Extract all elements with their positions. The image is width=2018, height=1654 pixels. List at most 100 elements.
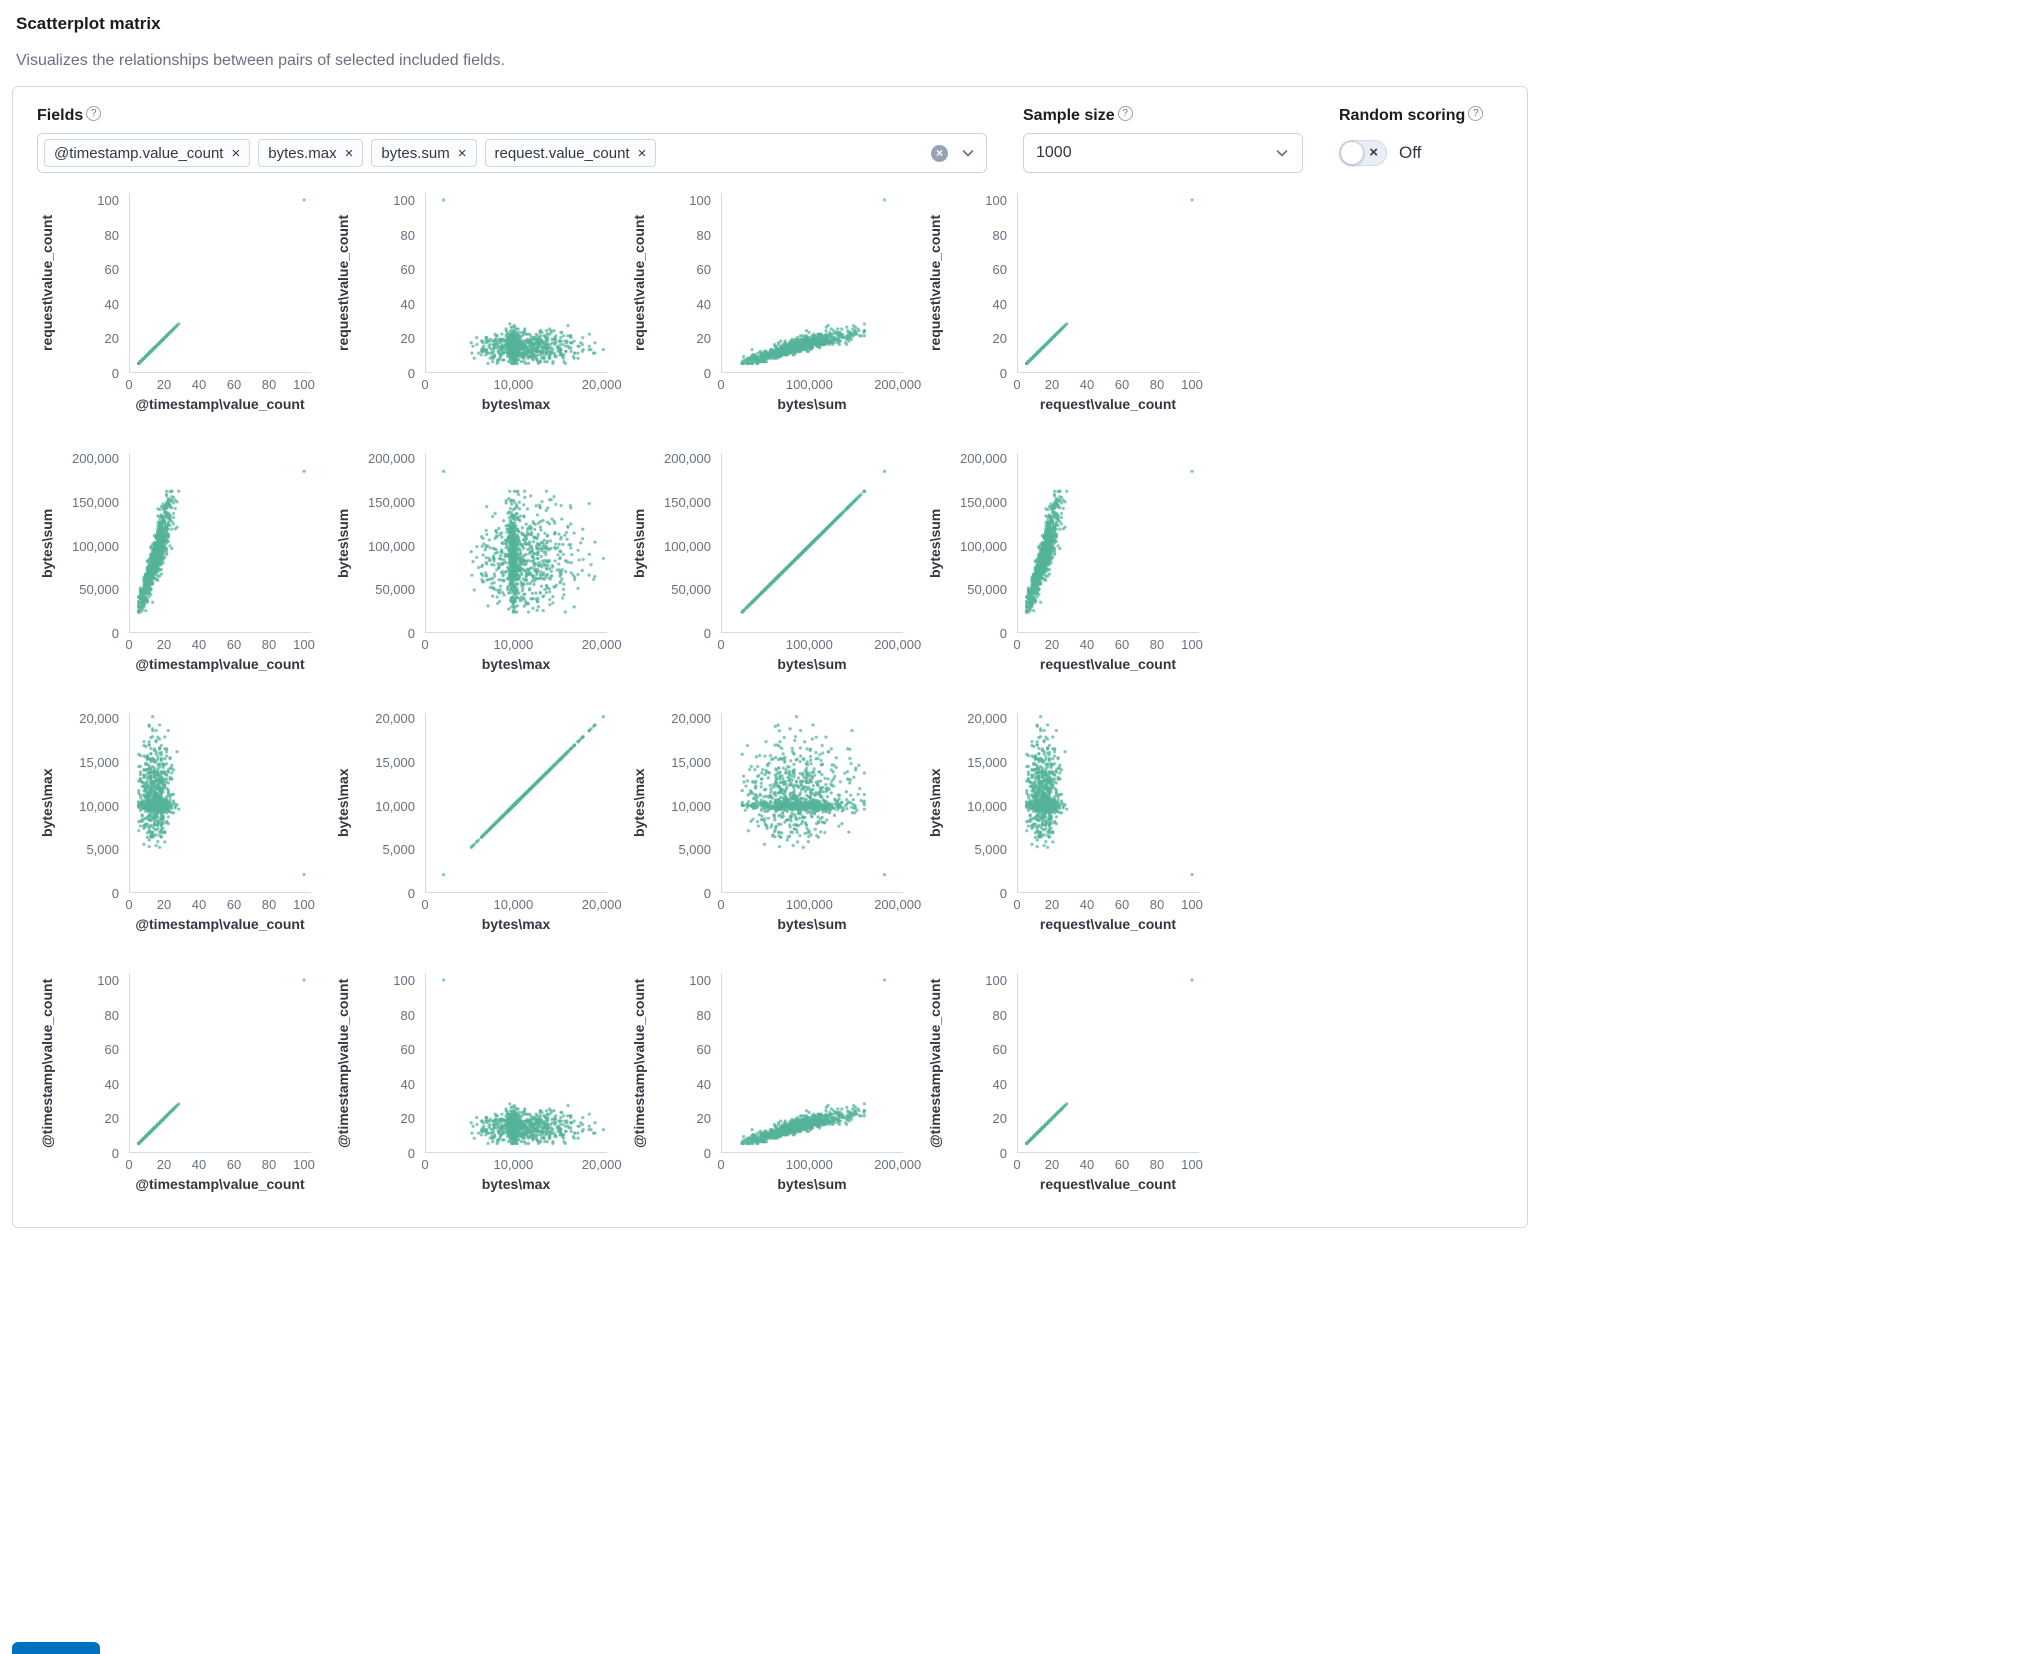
axis-tick-label: 5,000 (678, 842, 711, 858)
x-axis-tick-labels: 0 10,000 20,000 (421, 373, 621, 392)
scatter-cell: request\value_count 0 20 40 60 80 100 0 100,000 2… (629, 193, 921, 417)
fields-help-icon[interactable]: ? (86, 106, 102, 121)
x-axis-tick-labels: 0 20 40 60 80 100 (125, 893, 314, 912)
field-pill[interactable]: bytes.max × (258, 139, 364, 167)
axis-tick-label: 200,000 (72, 451, 119, 467)
scatter-plot[interactable] (425, 713, 607, 893)
axis-tick-label: 0 (407, 366, 415, 381)
axis-tick-label: 60 (992, 1042, 1007, 1058)
axis-tick-label: 0 (717, 897, 725, 912)
scatter-plot[interactable] (425, 453, 607, 633)
axis-tick-label: 20 (104, 1111, 119, 1127)
scatter-cell: bytes\max 0 5,000 10,000 15,000 20,000 0 20 40 60… (37, 711, 315, 937)
y-axis-tick-labels: 0 50,000 100,000 150,000 200,000 (945, 451, 1017, 641)
random-scoring-toggle[interactable]: × (1339, 140, 1387, 166)
y-axis-title: @timestamp\value_count (631, 978, 647, 1148)
random-scoring-help-icon[interactable]: ? (1468, 106, 1484, 121)
axis-tick-label: 40 (1079, 377, 1095, 392)
clear-all-icon[interactable]: × (931, 144, 948, 162)
scatter-plot[interactable] (1017, 453, 1199, 633)
y-axis-title: request\value_count (631, 214, 647, 352)
scatter-plot[interactable] (721, 193, 903, 373)
scatter-plot[interactable] (1017, 973, 1199, 1153)
field-pill[interactable]: @timestamp.value_count × (44, 139, 251, 167)
axis-tick-label: 20 (1044, 377, 1060, 392)
y-axis-tick-labels: 0 20 40 60 80 100 (353, 193, 425, 381)
axis-tick-label: 0 (125, 897, 133, 912)
remove-field-button[interactable]: × (344, 144, 354, 162)
axis-tick-label: 100 (293, 897, 315, 912)
scatter-plot[interactable] (1017, 713, 1199, 893)
axis-tick-label: 200,000 (874, 377, 922, 392)
scatter-plot[interactable] (129, 973, 311, 1153)
axis-tick-label: 10,000 (493, 1157, 534, 1172)
field-pill[interactable]: request.value_count × (484, 139, 657, 167)
chevron-down-icon[interactable] (960, 145, 976, 161)
scatter-cell: @timestamp\value_count 0 20 40 60 80 100 0 20 40 6… (37, 973, 315, 1197)
scatter-plot[interactable] (721, 973, 903, 1153)
x-axis-tick-labels: 0 100,000 200,000 (717, 1153, 921, 1172)
x-axis-title: @timestamp\value_count (135, 1176, 305, 1192)
axis-tick-label: 0 (1013, 377, 1021, 392)
scatter-plot[interactable] (721, 453, 903, 633)
axis-tick-label: 60 (104, 1042, 119, 1058)
scatter-plot[interactable] (425, 193, 607, 373)
primary-button-partial[interactable] (12, 1642, 100, 1654)
axis-tick-label: 80 (1149, 377, 1165, 392)
random-scoring-label: Random scoring ? (1339, 106, 1484, 125)
y-axis-title: request\value_count (927, 214, 943, 352)
sample-size-select[interactable]: 1000 (1023, 133, 1303, 173)
y-axis-title: bytes\sum (39, 508, 55, 578)
axis-tick-label: 200,000 (874, 637, 922, 652)
axis-tick-label: 0 (1013, 1157, 1021, 1172)
controls-bar: Fields ? @timestamp.value_count × bytes.ma… (37, 106, 1503, 173)
axis-tick-label: 100 (393, 972, 415, 988)
x-axis-tick-labels: 0 10,000 20,000 (421, 633, 621, 652)
page-title: Scatterplot matrix (16, 14, 161, 33)
axis-tick-label: 0 (999, 1146, 1007, 1161)
page: Scatterplot matrix Visualizes the relati… (12, 14, 1528, 1228)
scatter-plot[interactable] (129, 193, 311, 373)
axis-tick-label: 40 (1079, 897, 1095, 912)
sample-size-help-icon[interactable]: ? (1117, 106, 1133, 121)
axis-tick-label: 40 (400, 1076, 415, 1092)
axis-tick-label: 80 (400, 227, 415, 243)
axis-tick-label: 20,000 (375, 711, 415, 727)
axis-tick-label: 80 (992, 1007, 1007, 1023)
fields-label: Fields ? (37, 106, 987, 125)
axis-tick-label: 10,000 (375, 798, 415, 814)
y-axis-title: bytes\max (335, 768, 351, 838)
field-pill-label: request.value_count (494, 144, 630, 162)
remove-field-button[interactable]: × (231, 144, 241, 162)
axis-tick-label: 40 (104, 1076, 119, 1092)
axis-tick-label: 0 (421, 1157, 429, 1172)
axis-tick-label: 50,000 (79, 582, 119, 598)
axis-tick-label: 40 (1079, 637, 1095, 652)
axis-tick-label: 100,000 (960, 538, 1007, 554)
scatter-plot[interactable] (129, 453, 311, 633)
x-axis-title: bytes\max (481, 396, 551, 412)
remove-field-button[interactable]: × (457, 144, 467, 162)
axis-tick-label: 80 (992, 227, 1007, 243)
axis-tick-label: 60 (226, 637, 242, 652)
x-axis-tick-labels: 0 20 40 60 80 100 (1013, 893, 1202, 912)
remove-field-button[interactable]: × (637, 144, 647, 162)
axis-tick-label: 0 (703, 626, 711, 641)
fields-combobox[interactable]: @timestamp.value_count × bytes.max × bytes.s… (37, 133, 987, 173)
scatter-plot[interactable] (425, 973, 607, 1153)
axis-tick-label: 40 (191, 1157, 207, 1172)
axis-tick-label: 0 (703, 366, 711, 381)
axis-tick-label: 100 (293, 1157, 315, 1172)
axis-tick-label: 200,000 (368, 451, 415, 467)
scatter-plot[interactable] (721, 713, 903, 893)
scatter-cell: bytes\max 0 5,000 10,000 15,000 20,000 0 20 40 60… (925, 711, 1203, 937)
axis-tick-label: 60 (226, 897, 242, 912)
scatter-cell: request\value_count 0 20 40 60 80 100 0 20 40 60 80… (37, 193, 315, 417)
scatter-plot[interactable] (129, 713, 311, 893)
axis-tick-label: 10,000 (967, 798, 1007, 814)
axis-tick-label: 0 (703, 1146, 711, 1161)
field-pill[interactable]: bytes.sum × (371, 139, 477, 167)
scatter-plot[interactable] (1017, 193, 1199, 373)
x-axis-title: bytes\max (481, 916, 551, 932)
y-axis-tick-labels: 0 20 40 60 80 100 (353, 972, 425, 1161)
